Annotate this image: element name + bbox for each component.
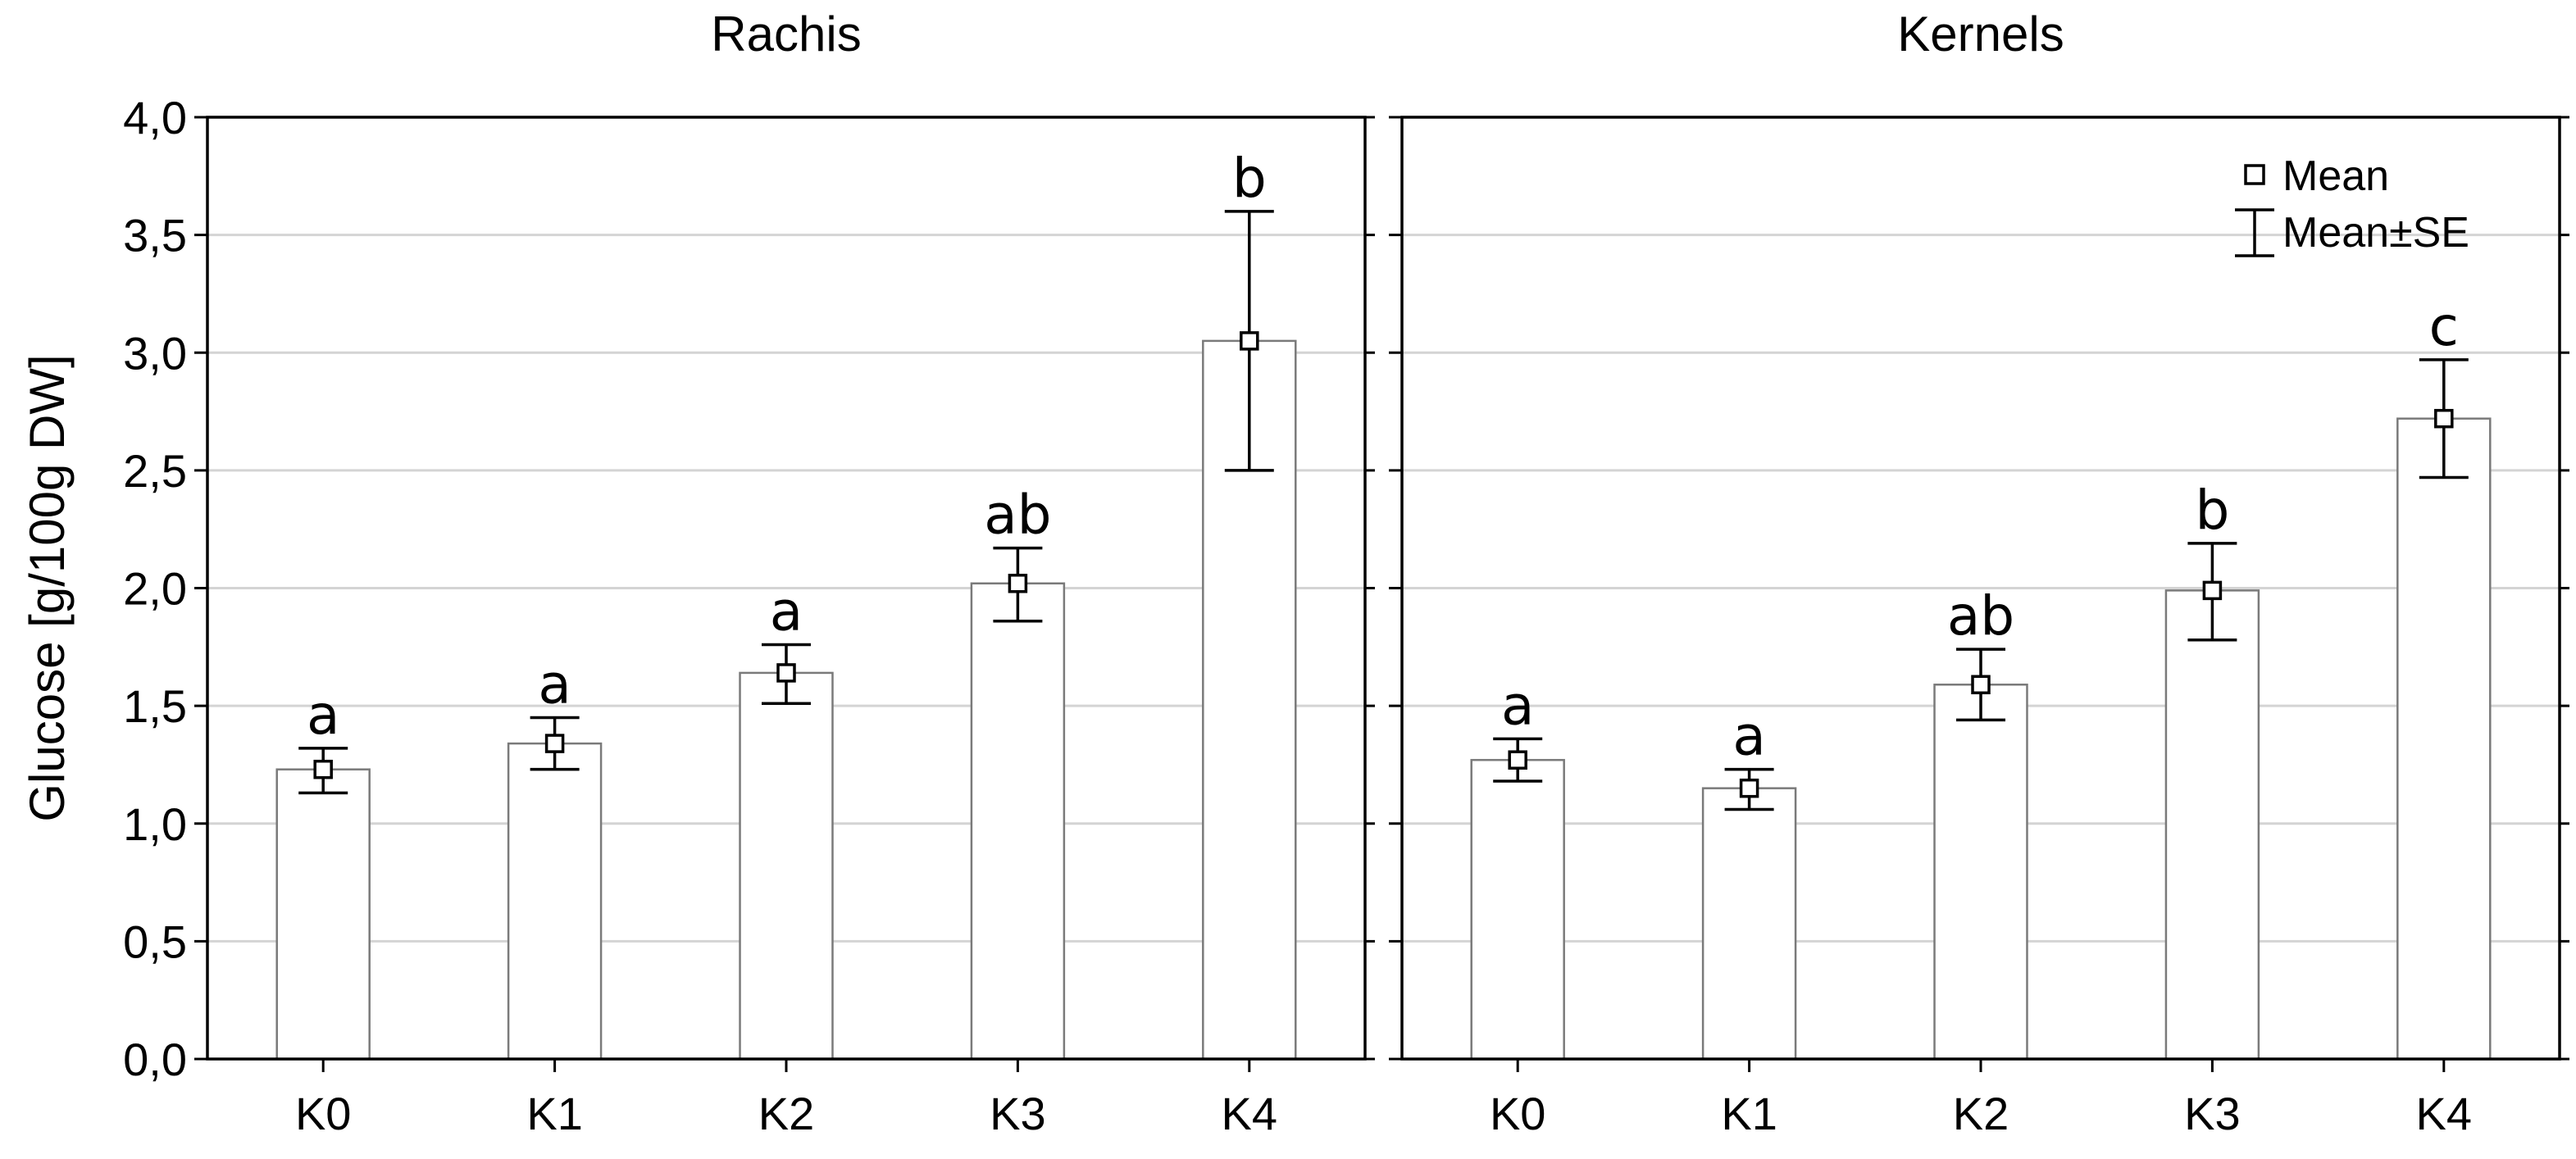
panel-kernels: Kernels a K0 a K1 ab K2 b K3 c K4 <box>1389 7 2569 1139</box>
bar <box>2164 589 2260 1061</box>
mean-marker <box>776 663 796 683</box>
bar <box>1701 787 1797 1061</box>
x-tick-label: K2 <box>758 1088 815 1139</box>
mean-marker <box>313 759 333 779</box>
y-tick-label: 4,0 <box>123 92 187 143</box>
significance-letter: a <box>538 652 571 716</box>
y-tick-label: 1,0 <box>123 798 187 850</box>
bar <box>1470 758 1565 1061</box>
y-tick-label: 2,5 <box>123 445 187 497</box>
bar <box>507 742 603 1061</box>
x-tick-label: K2 <box>1953 1088 2009 1139</box>
bar <box>970 582 1066 1061</box>
y-tick-label: 0,5 <box>123 916 187 967</box>
significance-letter: ab <box>984 484 1051 547</box>
plot-frame <box>206 116 1367 1061</box>
x-tick-label: K3 <box>2184 1088 2241 1139</box>
x-tick-label: K0 <box>295 1088 352 1139</box>
significance-letter: a <box>770 580 803 643</box>
legend-label-se: Mean±SE <box>2282 209 2469 257</box>
y-tick-label: 1,5 <box>123 680 187 732</box>
significance-letter: a <box>307 684 339 747</box>
legend: Mean Mean±SE <box>2235 152 2469 257</box>
y-tick-label: 3,5 <box>123 210 187 261</box>
significance-letter: b <box>2195 479 2229 542</box>
bar <box>2396 417 2492 1061</box>
legend-mean-marker <box>2244 164 2265 185</box>
bar <box>739 671 834 1061</box>
mean-marker <box>544 734 565 753</box>
y-tick-label: 2,0 <box>123 563 187 615</box>
panel-title: Rachis <box>711 7 861 61</box>
mean-marker <box>1739 778 1759 798</box>
significance-letter: a <box>1732 705 1765 768</box>
mean-marker <box>1008 574 1028 593</box>
panel-title: Kernels <box>1897 7 2064 61</box>
x-tick-label: K3 <box>990 1088 1046 1139</box>
legend-label-mean: Mean <box>2282 152 2389 200</box>
y-axis: 0,0 0,5 1,0 1,5 2,0 2,5 3,0 3,5 4,0 Glucose [g/10… <box>20 92 187 1085</box>
mean-marker <box>1508 750 1527 770</box>
plot-frame <box>1400 116 2561 1061</box>
mean-marker <box>1240 331 1259 351</box>
significance-letter: c <box>2429 295 2459 358</box>
significance-letter: a <box>1501 674 1534 737</box>
mean-marker <box>1971 675 1991 695</box>
x-tick-label: K1 <box>1721 1088 1777 1139</box>
mean-marker <box>2202 580 2223 601</box>
y-tick-label: 0,0 <box>123 1034 187 1085</box>
bar <box>1933 684 2028 1061</box>
bar <box>275 768 371 1061</box>
x-tick-label: K0 <box>1490 1088 1546 1139</box>
y-tick-label: 3,0 <box>123 327 187 379</box>
y-axis-label: Glucose [g/100g DW] <box>20 354 75 821</box>
x-tick-label: K4 <box>1222 1088 1278 1139</box>
x-tick-label: K4 <box>2416 1088 2473 1139</box>
mean-marker <box>2434 408 2454 429</box>
panel-rachis: Rachis a K0 a K1 a K2 ab K3 b K4 <box>194 7 1375 1139</box>
significance-letter: ab <box>1947 584 2014 648</box>
significance-letter: b <box>1232 147 1267 210</box>
x-tick-label: K1 <box>526 1088 583 1139</box>
